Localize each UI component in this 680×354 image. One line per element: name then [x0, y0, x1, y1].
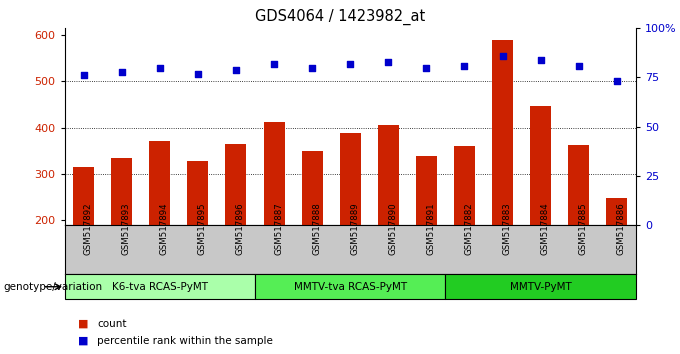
Text: MMTV-PyMT: MMTV-PyMT: [510, 282, 571, 292]
Bar: [65, 274, 255, 299]
Bar: [607, 198, 627, 225]
Point: [78, 73, 89, 78]
Text: GSM517882: GSM517882: [464, 202, 473, 255]
Point: [611, 79, 622, 84]
Point: [154, 65, 165, 70]
Text: genotype/variation: genotype/variation: [3, 282, 103, 292]
Bar: [568, 145, 589, 225]
Point: [459, 63, 470, 68]
Text: ■: ■: [78, 319, 88, 329]
Text: MMTV-tva RCAS-PyMT: MMTV-tva RCAS-PyMT: [294, 282, 407, 292]
Point: [573, 63, 584, 68]
Point: [535, 57, 546, 63]
Bar: [492, 40, 513, 225]
Bar: [73, 167, 94, 225]
Text: GSM517888: GSM517888: [312, 202, 321, 255]
Text: K6-tva RCAS-PyMT: K6-tva RCAS-PyMT: [112, 282, 208, 292]
Bar: [188, 161, 208, 225]
Text: GSM517884: GSM517884: [541, 202, 549, 255]
Point: [116, 69, 127, 74]
Bar: [112, 158, 132, 225]
Bar: [150, 141, 170, 225]
Text: GSM517887: GSM517887: [274, 202, 283, 255]
Point: [383, 59, 394, 64]
Point: [421, 65, 432, 70]
Text: GSM517890: GSM517890: [388, 202, 397, 255]
Text: GSM517886: GSM517886: [617, 202, 626, 255]
Bar: [302, 151, 322, 225]
Text: ■: ■: [78, 336, 88, 346]
Text: GDS4064 / 1423982_at: GDS4064 / 1423982_at: [255, 9, 425, 25]
Point: [497, 53, 508, 59]
Bar: [454, 146, 475, 225]
Point: [345, 61, 356, 67]
Bar: [378, 125, 398, 225]
Text: GSM517892: GSM517892: [84, 202, 92, 255]
Text: GSM517893: GSM517893: [122, 202, 131, 255]
Text: GSM517891: GSM517891: [426, 202, 435, 255]
Bar: [226, 144, 246, 225]
Point: [192, 71, 203, 76]
Text: GSM517885: GSM517885: [579, 202, 588, 255]
Bar: [255, 274, 445, 299]
Text: GSM517896: GSM517896: [236, 202, 245, 255]
Text: percentile rank within the sample: percentile rank within the sample: [97, 336, 273, 346]
Text: GSM517894: GSM517894: [160, 202, 169, 255]
Bar: [264, 122, 284, 225]
Point: [231, 67, 241, 73]
Bar: [340, 133, 360, 225]
Text: count: count: [97, 319, 126, 329]
Bar: [530, 105, 551, 225]
Point: [269, 61, 279, 67]
Text: GSM517889: GSM517889: [350, 202, 359, 255]
Bar: [416, 156, 437, 225]
Text: GSM517895: GSM517895: [198, 202, 207, 255]
Text: GSM517883: GSM517883: [503, 202, 511, 255]
Point: [307, 65, 318, 70]
Bar: [445, 274, 636, 299]
